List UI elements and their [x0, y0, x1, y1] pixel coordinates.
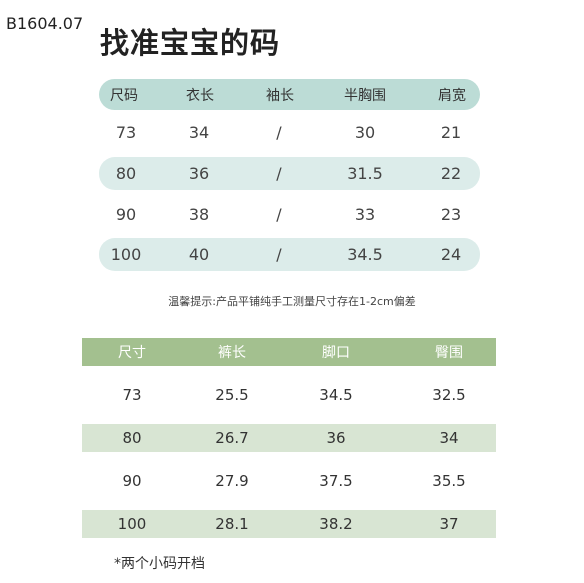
table-cell: 38.2 — [319, 515, 353, 533]
table-cell: 30 — [354, 123, 376, 142]
pants-table-header: 尺寸 裤长 脚口 臀围 — [82, 338, 496, 366]
table-cell: 34 — [439, 429, 459, 447]
header-cell: 衣长 — [186, 87, 214, 104]
table-row: 90 27.9 37.5 35.5 — [82, 467, 496, 495]
table-row: 73 25.5 34.5 32.5 — [82, 381, 496, 409]
table-cell: 90 — [115, 205, 137, 224]
footnote: *两个小码开档 — [114, 556, 205, 572]
table-cell: 33 — [354, 205, 376, 224]
table-cell: 27.9 — [215, 472, 249, 490]
header-cell: 半胸围 — [344, 87, 386, 104]
table-cell: / — [276, 245, 282, 264]
table-cell: 100 — [110, 245, 142, 264]
table-cell: 23 — [440, 205, 462, 224]
header-cell: 裤长 — [218, 345, 246, 361]
table-cell: / — [276, 164, 282, 183]
table-row: 80 36 / 31.5 22 — [99, 157, 480, 190]
table-cell: 80 — [122, 429, 142, 447]
table-cell: 73 — [115, 123, 137, 142]
header-cell: 肩宽 — [438, 87, 466, 104]
table-row: 73 34 / 30 21 — [99, 116, 480, 149]
table-cell: 21 — [440, 123, 462, 142]
page-title: 找准宝宝的码 — [100, 26, 281, 60]
table-row: 100 28.1 38.2 37 — [82, 510, 496, 538]
table-cell: 80 — [115, 164, 137, 183]
table-cell: 38 — [188, 205, 210, 224]
top-table-header: 尺码 衣长 袖长 半胸围 肩宽 — [99, 79, 480, 110]
table-row: 100 40 / 34.5 24 — [99, 238, 480, 271]
table-cell: 40 — [188, 245, 210, 264]
table-cell: 34.5 — [347, 245, 383, 264]
table-cell: 37 — [439, 515, 459, 533]
table-cell: 90 — [122, 472, 142, 490]
table-cell: 36 — [326, 429, 346, 447]
product-code: B1604.07 — [6, 14, 84, 33]
header-cell: 袖长 — [266, 87, 294, 104]
table-cell: 28.1 — [215, 515, 249, 533]
header-cell: 尺寸 — [118, 345, 146, 361]
table-cell: 36 — [188, 164, 210, 183]
table-cell: 22 — [440, 164, 462, 183]
header-cell: 尺码 — [110, 87, 138, 104]
table-cell: 26.7 — [215, 429, 249, 447]
header-cell: 臀围 — [435, 345, 463, 361]
table-row: 90 38 / 33 23 — [99, 198, 480, 231]
table-cell: 31.5 — [347, 164, 383, 183]
measurement-note: 温馨提示:产品平铺纯手工测量尺寸存在1-2cm偏差 — [168, 295, 416, 308]
table-cell: 100 — [117, 515, 147, 533]
table-cell: 24 — [440, 245, 462, 264]
table-cell: 37.5 — [319, 472, 353, 490]
table-cell: 73 — [122, 386, 142, 404]
header-cell: 脚口 — [322, 345, 350, 361]
table-cell: / — [276, 205, 282, 224]
table-cell: 32.5 — [432, 386, 466, 404]
table-cell: / — [276, 123, 282, 142]
table-row: 80 26.7 36 34 — [82, 424, 496, 452]
table-cell: 34.5 — [319, 386, 353, 404]
table-cell: 34 — [188, 123, 210, 142]
table-cell: 35.5 — [432, 472, 466, 490]
table-cell: 25.5 — [215, 386, 249, 404]
